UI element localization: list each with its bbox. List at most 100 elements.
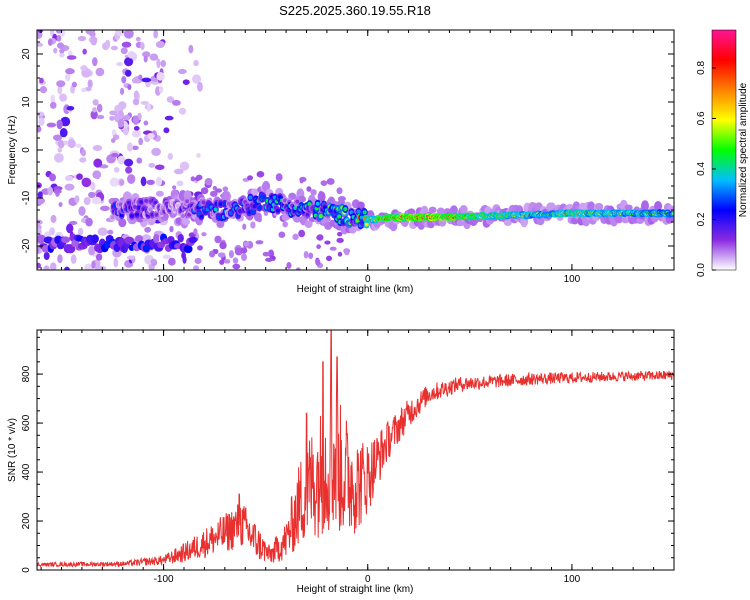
heatmap-cell [74, 195, 80, 203]
heatmap-cell [77, 35, 87, 42]
heatmap-cell [195, 174, 203, 181]
heatmap-cell [329, 246, 337, 251]
heatmap-cell [183, 244, 193, 254]
heatmap-cell [308, 252, 314, 259]
heatmap-cell [344, 248, 350, 256]
heatmap-cell [336, 187, 343, 195]
heatmap-cell [59, 127, 68, 138]
heatmap-cell [81, 177, 92, 188]
spectrogram-xtick-label: 0 [365, 274, 371, 285]
heatmap-cell [671, 212, 674, 215]
heatmap-cell [213, 207, 218, 212]
colorbar-tick-label: 0.2 [696, 212, 707, 226]
heatmap-cell [125, 166, 133, 174]
heatmap-cell [78, 206, 86, 216]
heatmap-cell [305, 212, 310, 217]
heatmap-cell [503, 219, 512, 227]
heatmap-cell [38, 117, 45, 126]
heatmap-cell [47, 186, 53, 196]
heatmap-cell [166, 96, 175, 103]
heatmap-cell [185, 199, 190, 204]
heatmap-cell [295, 199, 300, 204]
heatmap-cell [167, 152, 173, 160]
heatmap-cell [133, 204, 137, 209]
heatmap-cell [255, 240, 264, 245]
heatmap-cell [50, 94, 56, 104]
heatmap-cell [316, 234, 324, 241]
heatmap-cell [262, 180, 271, 192]
heatmap-cell [155, 176, 163, 187]
heatmap-cell [143, 120, 149, 126]
heatmap-cell [110, 45, 118, 51]
heatmap-cell [80, 65, 88, 72]
heatmap-cell [356, 201, 365, 210]
heatmap-cell [37, 246, 40, 254]
heatmap-cell [67, 139, 76, 149]
heatmap-cell [275, 208, 280, 213]
heatmap-cell [53, 134, 63, 141]
heatmap-cell [213, 248, 219, 255]
heatmap-cell [109, 177, 120, 187]
heatmap-cell [654, 200, 663, 212]
heatmap-cell [336, 237, 344, 243]
heatmap-cell [146, 103, 151, 112]
heatmap-cell [148, 207, 153, 212]
heatmap-cell [124, 236, 135, 245]
heatmap-cell [96, 114, 105, 120]
heatmap-cell [117, 155, 126, 165]
snr-background [37, 330, 674, 570]
heatmap-cell [64, 266, 70, 270]
heatmap-cell [163, 127, 170, 134]
colorbar-tick-label: 0.0 [696, 263, 707, 277]
heatmap-cell [250, 221, 256, 229]
heatmap-cell [59, 48, 65, 54]
heatmap-cell [317, 191, 326, 203]
heatmap-cell [169, 225, 174, 233]
heatmap-cell [110, 138, 116, 143]
snr-panel: -100 0 100 0 200 400 600 800 Height of straight… [7, 329, 675, 595]
spectrogram-ytick-label: 0 [21, 147, 32, 153]
heatmap-cell [66, 223, 74, 234]
heatmap-cell [71, 81, 77, 88]
heatmap-cell [219, 259, 225, 265]
heatmap-cell [138, 137, 143, 146]
heatmap-cell [68, 50, 73, 57]
heatmap-cell [131, 129, 141, 138]
heatmap-cell [252, 204, 257, 209]
snr-ytick-label: 0 [21, 567, 32, 573]
heatmap-cell [212, 185, 218, 191]
heatmap-cell [362, 210, 367, 215]
heatmap-cell [192, 74, 202, 84]
heatmap-cell [135, 36, 141, 42]
heatmap-cell [283, 198, 288, 203]
heatmap-cell [216, 220, 225, 228]
heatmap-cell [304, 220, 313, 228]
heatmap-cell [293, 215, 302, 223]
spectrogram-xtick-label: -100 [154, 274, 174, 285]
heatmap-cell [232, 257, 239, 264]
heatmap-cell [337, 251, 343, 257]
heatmap-cell [182, 218, 191, 226]
heatmap-cell [57, 85, 63, 95]
heatmap-cell [241, 253, 247, 262]
colorbar-ticks: 0.0 0.2 0.4 0.6 0.8 [696, 61, 716, 277]
heatmap-cell [82, 48, 87, 55]
heatmap-cell [49, 101, 57, 109]
heatmap-cell [223, 259, 231, 264]
heatmap-cell [282, 221, 288, 228]
heatmap-cell [298, 229, 306, 238]
heatmap-cell [228, 250, 235, 259]
heatmap-cell [109, 110, 118, 116]
heatmap-cell [156, 72, 165, 81]
heatmap-cell [201, 232, 207, 237]
heatmap-cell [172, 99, 181, 106]
heatmap-cell [39, 85, 48, 94]
heatmap-cell [293, 205, 298, 210]
heatmap-cell [177, 68, 187, 74]
heatmap-cell [275, 173, 283, 182]
heatmap-cell [140, 100, 149, 105]
heatmap-cell [116, 61, 123, 67]
heatmap-cell [250, 188, 259, 196]
heatmap-cell [150, 212, 155, 217]
